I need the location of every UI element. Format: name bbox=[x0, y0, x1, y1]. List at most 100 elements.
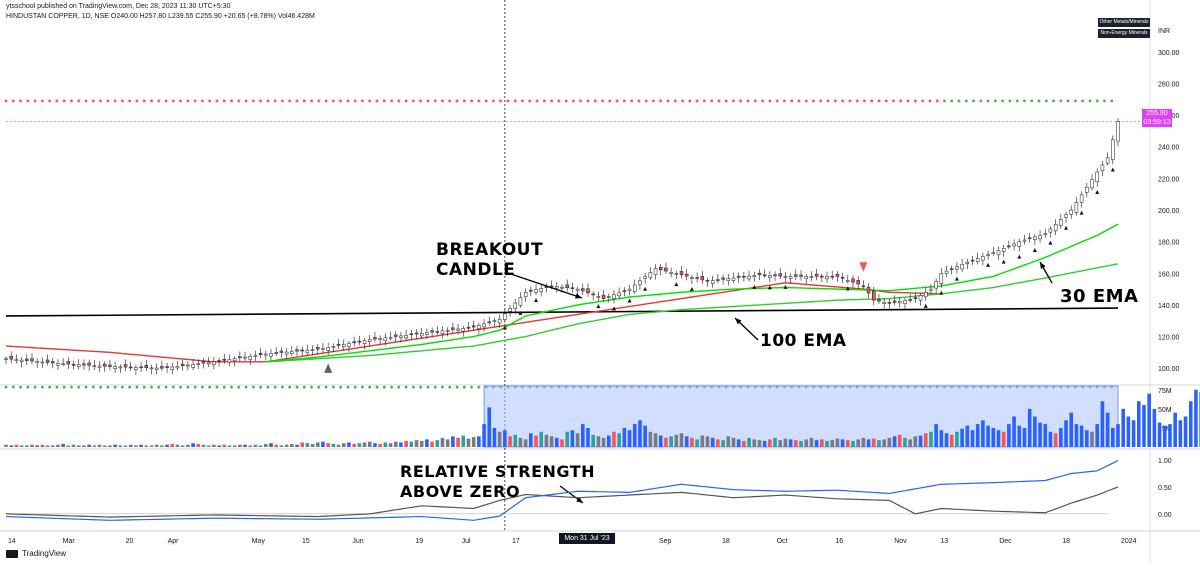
volume-bar bbox=[580, 424, 585, 447]
price-axis-label: 160.00 bbox=[1158, 271, 1180, 278]
volume-bar bbox=[1105, 412, 1110, 447]
volume-bar bbox=[1090, 431, 1094, 447]
volume-bar bbox=[404, 440, 408, 447]
resistance-dot bbox=[288, 99, 292, 103]
volume-bar bbox=[627, 430, 632, 447]
volume-bar bbox=[1017, 425, 1022, 447]
resistance-dot bbox=[390, 99, 393, 103]
time-axis-label: 13 bbox=[940, 538, 948, 545]
volume-bar bbox=[1111, 427, 1115, 447]
support-dot bbox=[382, 385, 386, 389]
resistance-dot bbox=[557, 99, 561, 103]
resistance-dot bbox=[1103, 99, 1106, 103]
candle-body bbox=[487, 321, 492, 324]
volume-bar bbox=[393, 441, 398, 447]
candle-body bbox=[383, 337, 388, 342]
support-dot bbox=[164, 385, 168, 389]
ema30-annotation: 30 EMA bbox=[1060, 286, 1139, 307]
resistance-dot bbox=[62, 99, 66, 103]
candle-body bbox=[409, 333, 414, 336]
candle-body bbox=[321, 348, 325, 350]
volume-bar bbox=[440, 437, 445, 447]
resistance-dot bbox=[106, 99, 110, 103]
volume-bar bbox=[1038, 422, 1042, 447]
candle-body bbox=[529, 289, 533, 292]
volume-bar bbox=[1033, 416, 1037, 447]
price-axis-label: 120.00 bbox=[1158, 335, 1180, 342]
support-dot bbox=[113, 385, 117, 389]
support-dot bbox=[470, 385, 473, 389]
support-dot bbox=[375, 385, 379, 389]
support-dot bbox=[208, 385, 212, 389]
candle-body bbox=[274, 352, 278, 354]
buy-signal-marker bbox=[1064, 225, 1069, 230]
rs-line bbox=[5, 460, 1119, 521]
symbol-line[interactable]: HINDUSTAN COPPER, 1D, NSE O240.00 H257.8… bbox=[6, 13, 315, 20]
price-axis-label: 220.00 bbox=[1158, 176, 1180, 183]
resistance-dot bbox=[1052, 99, 1055, 103]
volume-bar bbox=[944, 433, 949, 447]
rs-benchmark-line bbox=[5, 486, 1119, 518]
support-dot bbox=[62, 385, 66, 389]
volume-bar bbox=[544, 434, 549, 447]
candle-body bbox=[128, 366, 133, 369]
volume-bar bbox=[430, 441, 434, 447]
buy-signal-marker bbox=[923, 303, 928, 308]
volume-bar bbox=[373, 443, 377, 447]
resistance-dot bbox=[128, 99, 132, 103]
volume-bar bbox=[549, 436, 554, 447]
volume-bar bbox=[24, 445, 29, 447]
candle-body bbox=[352, 341, 356, 344]
volume-bar bbox=[632, 424, 637, 447]
resistance-dot bbox=[201, 99, 204, 103]
candle-body bbox=[913, 297, 918, 299]
volume-bar bbox=[232, 445, 237, 447]
candle-body bbox=[934, 280, 938, 289]
candle-body bbox=[123, 364, 128, 368]
support-dot bbox=[390, 385, 393, 389]
volume-bar bbox=[92, 445, 97, 447]
time-axis-label: 18 bbox=[1062, 538, 1070, 545]
candle-body bbox=[445, 329, 450, 332]
volume-bar bbox=[35, 445, 39, 447]
candle-body bbox=[1074, 202, 1079, 213]
time-axis-label: 16 bbox=[835, 538, 843, 545]
candle-body bbox=[814, 273, 819, 277]
support-dot bbox=[11, 385, 15, 389]
volume-bar bbox=[871, 438, 876, 447]
volume-bar bbox=[955, 431, 959, 447]
volume-bar bbox=[258, 445, 263, 447]
volume-bar bbox=[9, 445, 13, 447]
volume-bar bbox=[118, 445, 123, 447]
candle-body bbox=[76, 364, 81, 367]
volume-bar bbox=[1188, 401, 1193, 447]
ema100-annotation: 100 EMA bbox=[760, 331, 847, 351]
buy-signal-marker bbox=[502, 325, 507, 330]
candle-body bbox=[565, 284, 569, 289]
tradingview-logo[interactable]: TradingView bbox=[6, 549, 66, 558]
volume-bar bbox=[487, 407, 492, 447]
resistance-dot bbox=[251, 99, 255, 103]
resistance-dot bbox=[404, 99, 408, 103]
resistance-dot bbox=[783, 99, 786, 103]
resistance-dot bbox=[339, 99, 343, 103]
resistance-dot bbox=[346, 99, 350, 103]
volume-bar bbox=[1136, 401, 1141, 447]
candle-body bbox=[331, 346, 336, 348]
resistance-dot bbox=[150, 99, 153, 103]
volume-bar bbox=[30, 444, 34, 447]
volume-bar bbox=[102, 445, 107, 447]
candle-body bbox=[1111, 139, 1115, 160]
candle-body bbox=[373, 337, 377, 340]
resistance-dot bbox=[259, 99, 263, 103]
support-dot bbox=[353, 385, 357, 389]
support-dot bbox=[433, 385, 437, 389]
volume-bar bbox=[778, 440, 783, 447]
volume-bar bbox=[918, 435, 923, 447]
volume-bar bbox=[757, 440, 762, 447]
volume-bar bbox=[768, 439, 772, 447]
candle-body bbox=[30, 358, 34, 362]
candle-body bbox=[92, 365, 97, 367]
